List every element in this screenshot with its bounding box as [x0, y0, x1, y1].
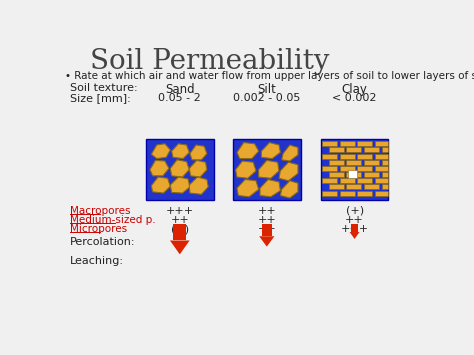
Text: Medium-sized p.: Medium-sized p.	[70, 215, 155, 225]
Polygon shape	[170, 240, 190, 254]
Bar	[357, 178, 372, 183]
Bar	[364, 147, 379, 152]
Bar	[351, 224, 358, 232]
Bar	[348, 170, 357, 178]
Bar	[375, 178, 388, 183]
Bar	[346, 147, 361, 152]
Bar	[321, 139, 389, 201]
Text: Macropores: Macropores	[70, 206, 130, 216]
Bar	[346, 160, 361, 165]
Text: (+): (+)	[346, 206, 364, 216]
Polygon shape	[237, 180, 259, 197]
Text: Leaching:: Leaching:	[70, 256, 124, 266]
Bar	[233, 139, 301, 201]
Polygon shape	[350, 232, 359, 239]
Bar	[322, 141, 337, 146]
Polygon shape	[261, 143, 280, 159]
Text: Soil Permeability: Soil Permeability	[90, 48, 329, 75]
Bar	[364, 185, 379, 189]
Polygon shape	[189, 160, 207, 177]
Polygon shape	[190, 145, 207, 160]
Text: ++: ++	[257, 224, 276, 234]
Bar	[146, 139, 214, 201]
Polygon shape	[259, 160, 279, 178]
Text: 0.002 - 0.05: 0.002 - 0.05	[233, 93, 301, 103]
Text: Clay: Clay	[342, 83, 367, 97]
Polygon shape	[172, 144, 189, 159]
Polygon shape	[279, 162, 298, 181]
Text: Size [mm]:: Size [mm]:	[70, 93, 130, 103]
Bar	[340, 166, 355, 171]
Bar	[322, 166, 337, 171]
Bar	[329, 160, 344, 165]
Bar	[262, 224, 272, 236]
Polygon shape	[150, 160, 169, 176]
Text: Sand: Sand	[165, 83, 195, 97]
Polygon shape	[237, 143, 259, 159]
Text: 0.05 - 2: 0.05 - 2	[158, 93, 201, 103]
Text: Micropores: Micropores	[70, 224, 127, 234]
Bar	[382, 160, 388, 165]
Text: ++: ++	[345, 215, 364, 225]
Text: +++: +++	[166, 206, 194, 216]
Polygon shape	[170, 177, 190, 193]
Bar	[364, 172, 379, 177]
Bar	[375, 191, 388, 196]
Bar	[357, 154, 372, 159]
Bar	[357, 166, 372, 171]
Bar	[329, 147, 344, 152]
Bar	[322, 191, 337, 196]
Polygon shape	[151, 144, 170, 159]
Bar	[346, 185, 361, 189]
Text: Percolation:: Percolation:	[70, 237, 135, 247]
Bar	[322, 154, 337, 159]
Text: Soil texture:: Soil texture:	[70, 83, 137, 93]
Polygon shape	[259, 236, 274, 247]
Polygon shape	[170, 160, 189, 177]
Bar	[340, 191, 355, 196]
Bar	[346, 172, 361, 177]
Bar	[340, 141, 355, 146]
Bar	[382, 147, 388, 152]
Bar	[382, 185, 388, 189]
Bar	[364, 160, 379, 165]
Bar	[375, 166, 388, 171]
Bar	[382, 172, 388, 177]
Text: +++: +++	[340, 224, 369, 234]
Text: (+): (+)	[171, 224, 189, 234]
Polygon shape	[260, 180, 280, 197]
Text: ++: ++	[257, 206, 276, 216]
FancyBboxPatch shape	[57, 39, 428, 319]
Text: • Rate at which air and water flow from upper layers of soil to lower layers of : • Rate at which air and water flow from …	[65, 71, 474, 81]
Bar	[329, 185, 344, 189]
Text: ++: ++	[257, 215, 276, 225]
Bar	[340, 178, 355, 183]
Polygon shape	[282, 145, 298, 161]
Text: < 0.002: < 0.002	[332, 93, 377, 103]
Text: ++: ++	[171, 215, 189, 225]
Bar	[357, 141, 372, 146]
Polygon shape	[236, 161, 256, 178]
Polygon shape	[151, 177, 170, 193]
Bar	[340, 154, 355, 159]
Bar	[375, 141, 388, 146]
Polygon shape	[189, 177, 208, 194]
Bar	[173, 224, 186, 240]
Bar	[357, 191, 372, 196]
Bar	[375, 154, 388, 159]
Bar	[329, 172, 344, 177]
Polygon shape	[280, 181, 298, 198]
Text: Silt: Silt	[257, 83, 276, 97]
Bar	[322, 178, 337, 183]
